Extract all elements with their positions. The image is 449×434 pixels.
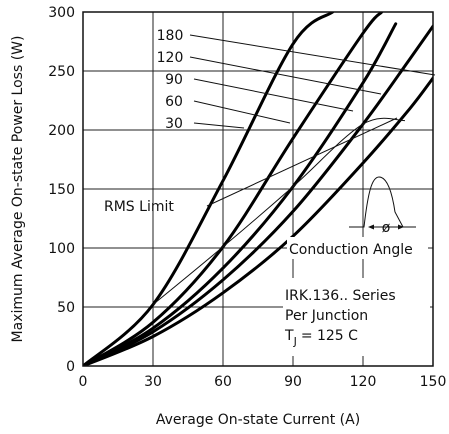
series-line-180 xyxy=(83,76,433,366)
leader-line-30 xyxy=(193,122,245,129)
series-label-30: 30 xyxy=(165,116,183,132)
y-tick-label: 50 xyxy=(57,300,75,316)
conduction-waveform xyxy=(349,176,416,228)
series-name-label: IRK.136.. Series xyxy=(285,288,396,304)
y-tick-label: 250 xyxy=(48,64,75,80)
arrowhead-right-icon xyxy=(398,224,404,230)
series-label-120: 120 xyxy=(157,50,184,66)
y-tick-label: 300 xyxy=(48,5,75,21)
x-tick-label: 120 xyxy=(350,374,377,390)
series-line-90 xyxy=(83,22,398,366)
x-axis-label: Average On-state Current (A) xyxy=(156,412,360,428)
leader-line-60 xyxy=(193,100,291,124)
conduction-angle-label: Conduction Angle xyxy=(289,242,413,258)
series-line-120 xyxy=(83,24,433,366)
info-box-bg xyxy=(283,278,430,356)
per-junction-label: Per Junction xyxy=(285,308,368,324)
y-tick-label: 150 xyxy=(48,182,75,198)
arrowhead-left-icon xyxy=(368,224,374,230)
rms-limit-line xyxy=(152,117,406,305)
y-axis-label: Maximum Average On-state Power Loss (W) xyxy=(10,36,26,343)
x-tick-label: 30 xyxy=(144,374,162,390)
series-line-60 xyxy=(83,12,384,366)
series-label-60: 60 xyxy=(165,94,183,110)
ticks-layer: 0 30 60 90 120 150 0 50 100 150 200 250 300 xyxy=(48,5,446,390)
x-tick-label: 0 xyxy=(79,374,88,390)
conduction-label-bg xyxy=(287,237,428,259)
rms-limit-label: RMS Limit xyxy=(104,199,174,215)
y-tick-label: 100 xyxy=(48,241,75,257)
y-tick-label: 200 xyxy=(48,123,75,139)
leader-line-120 xyxy=(189,56,382,95)
x-tick-label: 150 xyxy=(420,374,447,390)
y-tick-label: 0 xyxy=(66,359,75,375)
annotation-layer: 180 120 90 60 30 RMS Limit ø Conduction Angle IR… xyxy=(104,28,436,356)
series-label-180: 180 xyxy=(157,28,184,44)
rms-limit-leader xyxy=(206,117,398,207)
series-label-90: 90 xyxy=(165,72,183,88)
plot-frame xyxy=(82,11,434,367)
junction-temperature-label: TJ = 125 C xyxy=(284,328,358,348)
series-line-30 xyxy=(83,12,335,366)
x-tick-label: 60 xyxy=(214,374,232,390)
leader-line-90 xyxy=(193,78,354,112)
phi-symbol: ø xyxy=(382,220,391,236)
x-tick-label: 90 xyxy=(284,374,302,390)
leader-line-180 xyxy=(189,34,436,76)
tj-value: = 125 C xyxy=(301,328,358,344)
curves-layer xyxy=(83,12,433,366)
tj-subscript: J xyxy=(293,335,297,348)
tj-symbol: T xyxy=(284,328,294,344)
